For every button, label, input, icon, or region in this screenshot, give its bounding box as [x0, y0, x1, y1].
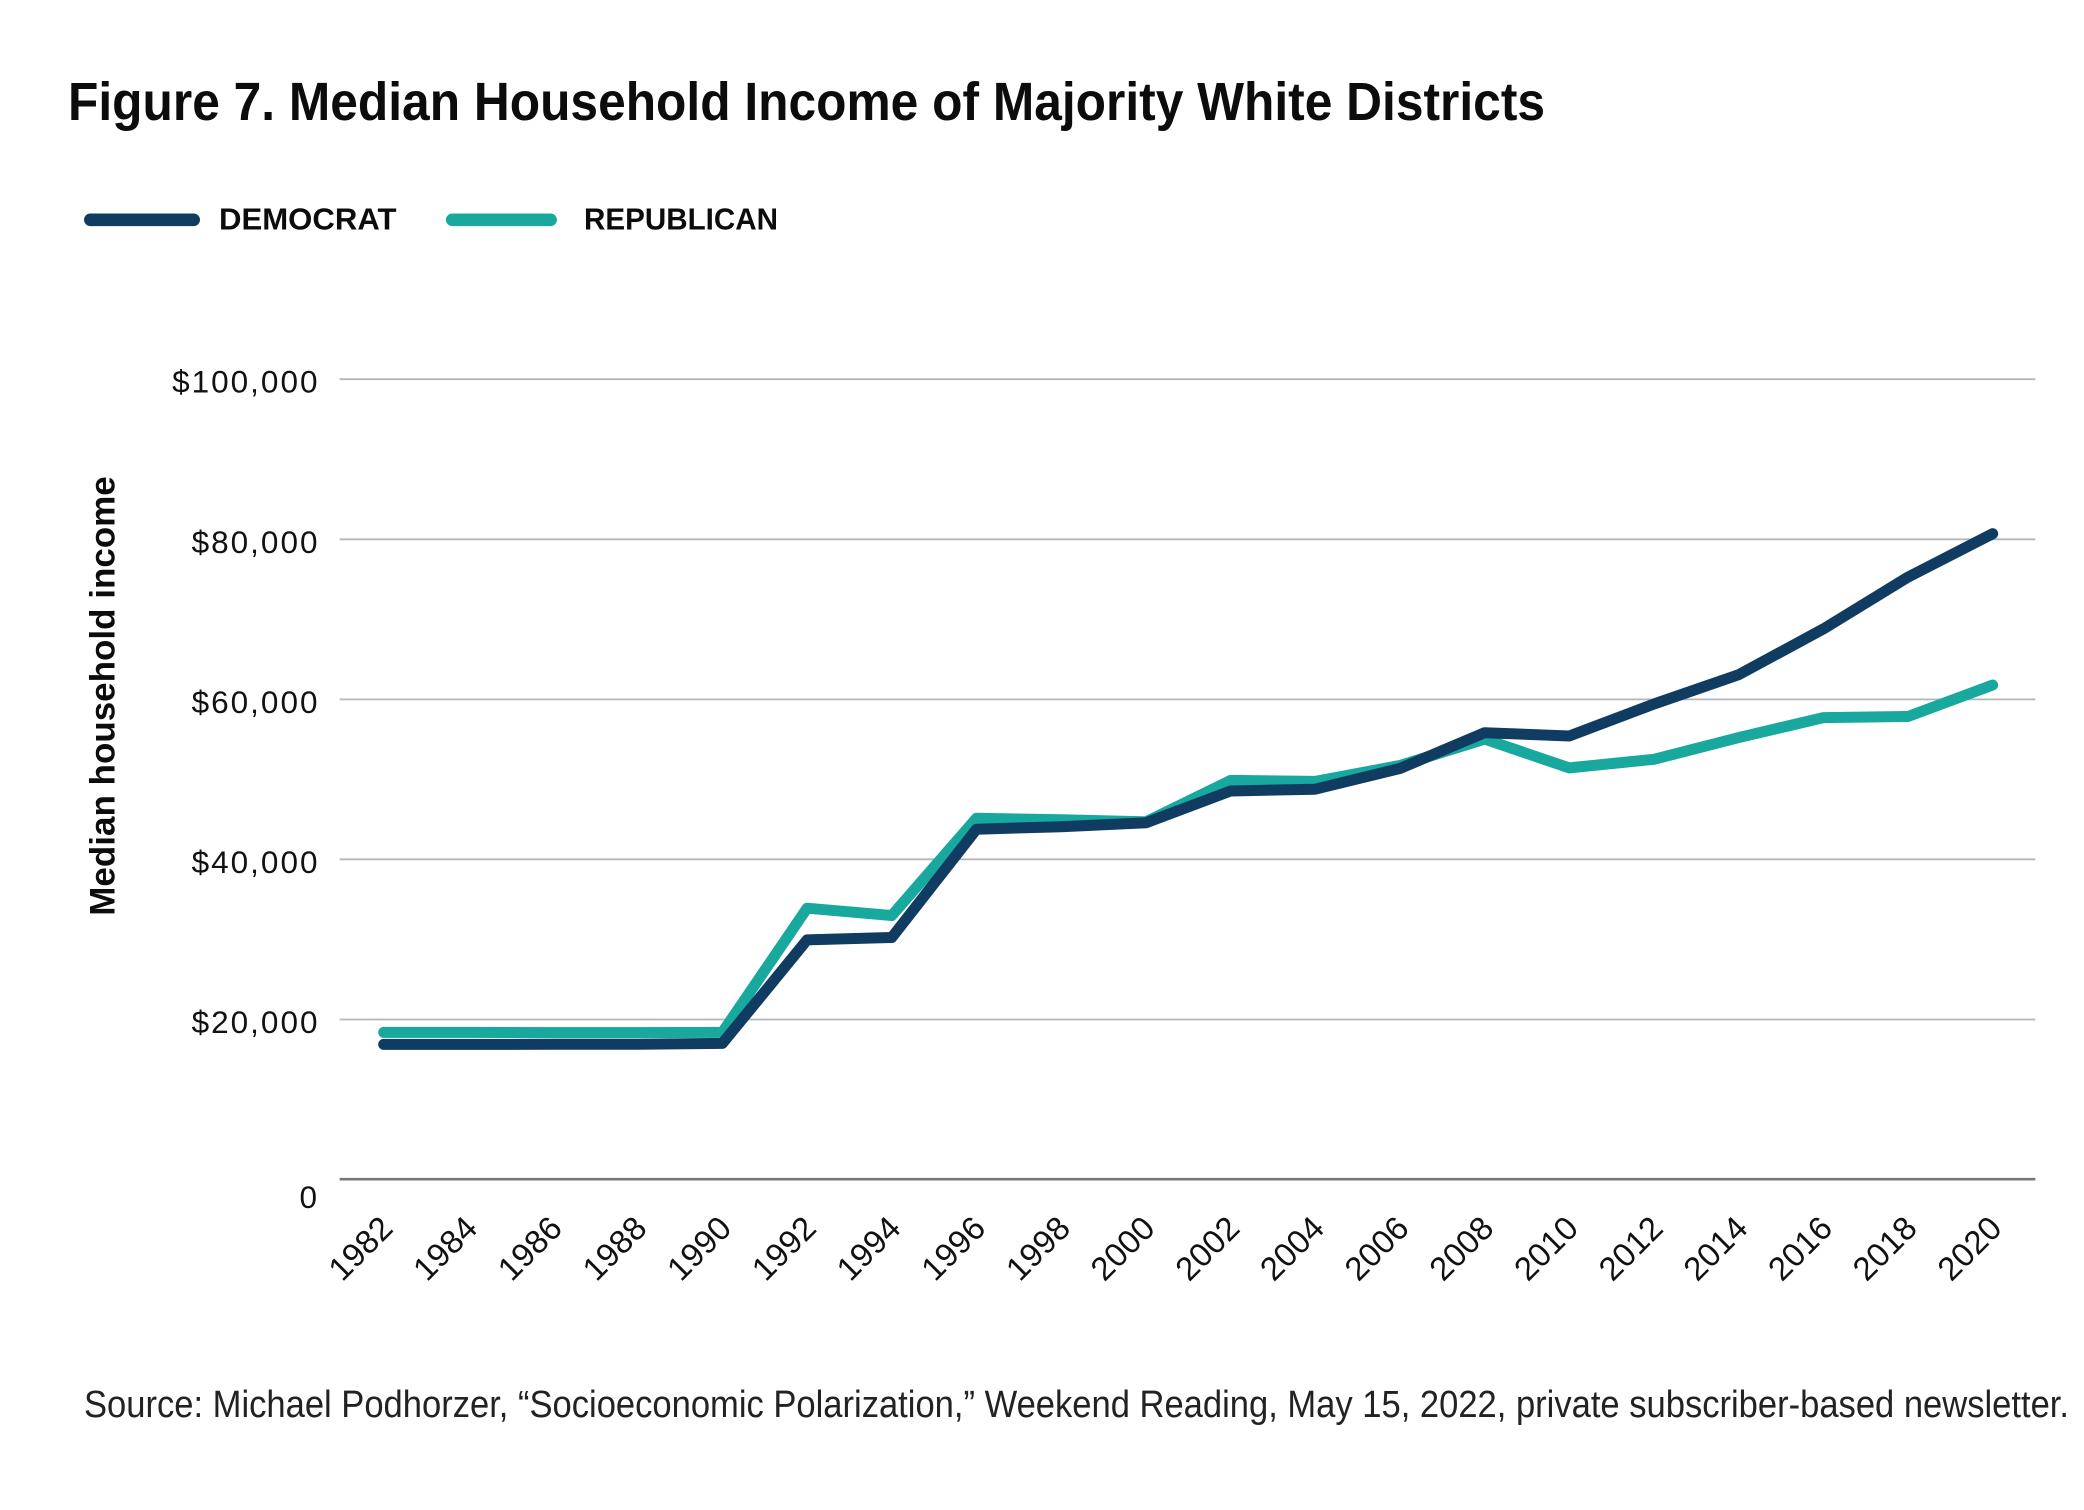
svg-text:DEMOCRAT: DEMOCRAT: [219, 202, 397, 236]
svg-text:0: 0: [299, 1179, 319, 1215]
svg-text:$20,000: $20,000: [192, 1004, 320, 1040]
svg-text:Source: Michael Podhorzer, “So: Source: Michael Podhorzer, “Socioeconomi…: [84, 1384, 2069, 1426]
svg-text:$60,000: $60,000: [192, 684, 320, 720]
svg-text:Median household income: Median household income: [84, 476, 123, 915]
svg-text:$100,000: $100,000: [172, 364, 319, 400]
svg-text:$40,000: $40,000: [192, 844, 320, 880]
svg-text:Figure 7. Median Household Inc: Figure 7. Median Household Income of Maj…: [68, 72, 1545, 132]
svg-text:REPUBLICAN: REPUBLICAN: [584, 202, 778, 236]
svg-text:$80,000: $80,000: [192, 524, 320, 560]
